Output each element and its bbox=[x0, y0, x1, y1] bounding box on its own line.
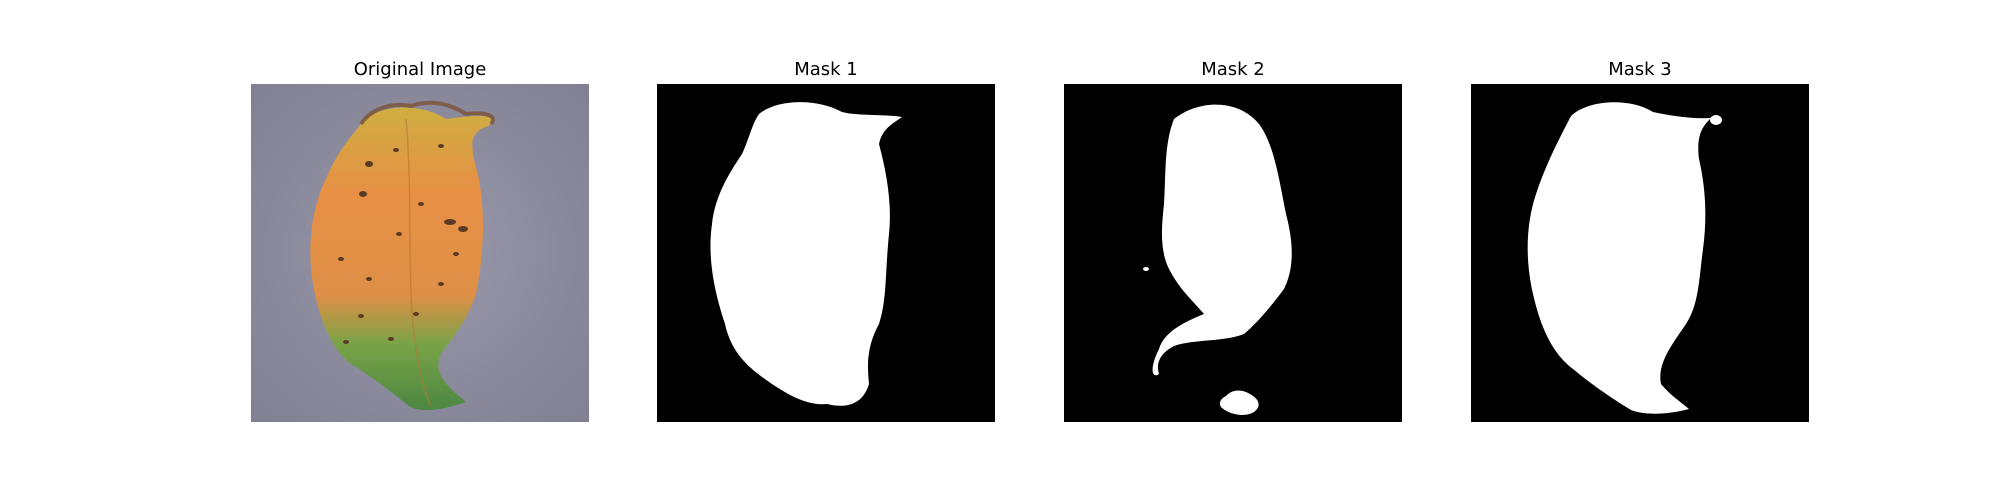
panel-mask-1: Mask 1 bbox=[657, 0, 995, 430]
panel-title: Mask 1 bbox=[794, 59, 858, 80]
mask-1-image bbox=[657, 84, 995, 422]
leaf-shape bbox=[310, 107, 492, 411]
leaf-midrib bbox=[405, 118, 432, 407]
panel-title: Mask 2 bbox=[1201, 59, 1265, 80]
leaf-spots bbox=[338, 144, 468, 344]
leaf-stem-tip bbox=[359, 100, 495, 126]
mask-foreground-shape bbox=[1152, 104, 1292, 376]
mask-noise-speck bbox=[1143, 267, 1149, 271]
panel-mask-3: Mask 3 bbox=[1471, 0, 1809, 430]
panel-original-image: Original Image bbox=[251, 0, 589, 430]
mask-foreground-tip bbox=[1710, 115, 1722, 125]
mask-foreground-shape bbox=[710, 102, 902, 406]
original-leaf-image bbox=[251, 84, 589, 422]
panel-title: Original Image bbox=[353, 59, 487, 80]
panel-mask-2: Mask 2 bbox=[1064, 0, 1402, 430]
panel-title: Mask 3 bbox=[1608, 59, 1672, 80]
mask-3-image bbox=[1471, 84, 1809, 422]
mask-foreground-blob bbox=[1219, 390, 1259, 415]
mask-foreground-shape bbox=[1527, 102, 1711, 414]
mask-2-image bbox=[1064, 84, 1402, 422]
